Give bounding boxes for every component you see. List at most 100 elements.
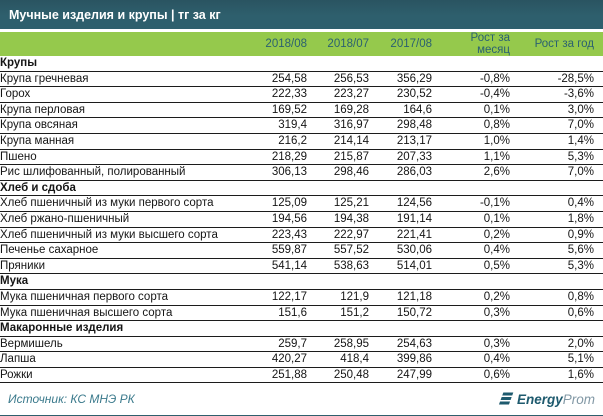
row-value: 418,4 xyxy=(310,351,372,368)
row-value: 0,3% xyxy=(435,336,519,353)
row-value: 213,17 xyxy=(372,133,435,150)
row-value: 223,43 xyxy=(244,227,310,244)
row-value: 2,0% xyxy=(519,336,603,353)
row-label: Хлеб ржано-пшеничный xyxy=(0,211,244,228)
row-value: 169,28 xyxy=(310,102,372,119)
row-value: 5,3% xyxy=(519,258,603,275)
table-row: Рис шлифованный, полированный 306,13 298,4… xyxy=(0,164,603,181)
row-value: 251,88 xyxy=(244,367,310,384)
section-title: Хлеб и сдоба xyxy=(0,180,603,197)
row-value: -0,1% xyxy=(435,195,519,212)
row-value: 3,0% xyxy=(519,102,603,119)
column-header: Рост за год xyxy=(519,32,603,56)
row-value: 122,17 xyxy=(244,289,310,306)
row-value: 514,01 xyxy=(372,258,435,275)
row-value: 150,72 xyxy=(372,305,435,322)
row-value: 557,52 xyxy=(310,242,372,259)
header-empty-cell xyxy=(0,32,244,56)
column-header: 2017/08 xyxy=(372,32,435,56)
table-row: Крупа перловая 169,52 169,28 164,6 0,1% 3,0% xyxy=(0,102,603,119)
table-row: Вермишель 259,7 258,95 254,63 0,3% 2,0% xyxy=(0,336,603,353)
row-value: 215,87 xyxy=(310,149,372,166)
row-value: 194,38 xyxy=(310,211,372,228)
row-value: 306,13 xyxy=(244,164,310,181)
row-value: 0,4% xyxy=(519,195,603,212)
section-title: Крупы xyxy=(0,56,603,72)
row-value: 541,14 xyxy=(244,258,310,275)
section-title: Макаронные изделия xyxy=(0,320,603,337)
row-label: Лапша xyxy=(0,351,244,368)
row-label: Рожки xyxy=(0,367,244,384)
row-value: 399,86 xyxy=(372,351,435,368)
table-row: Мука пшеничная высшего сорта 151,6 151,2 15… xyxy=(0,305,603,322)
column-header: 2018/08 xyxy=(244,32,310,56)
row-value: -3,6% xyxy=(519,86,603,103)
row-value: 221,41 xyxy=(372,227,435,244)
row-value: 286,03 xyxy=(372,164,435,181)
row-value: 0,4% xyxy=(435,242,519,259)
page-title: Мучные изделия и крупы | тг за кг xyxy=(9,8,221,22)
logo-text-light: Prom xyxy=(562,391,595,407)
row-value: 218,29 xyxy=(244,149,310,166)
column-header: 2018/07 xyxy=(310,32,372,56)
row-label: Хлеб пшеничный из муки первого сорта xyxy=(0,195,244,212)
row-value: 247,99 xyxy=(372,367,435,384)
row-value: 420,27 xyxy=(244,351,310,368)
row-label: Крупа гречневая xyxy=(0,71,244,88)
table-row: Горох 222,33 223,27 230,52 -0,4% -3,6% xyxy=(0,86,603,103)
row-value: 316,97 xyxy=(310,117,372,134)
row-value: 223,27 xyxy=(310,86,372,103)
row-value: 230,52 xyxy=(372,86,435,103)
table-row: Лапша 420,27 418,4 399,86 0,4% 5,1% xyxy=(0,351,603,368)
energyprom-wordmark: EnergyProm xyxy=(517,392,595,407)
row-value: 250,48 xyxy=(310,367,372,384)
row-label: Крупа манная xyxy=(0,133,244,150)
row-value: 0,2% xyxy=(435,289,519,306)
section-row: Макаронные изделия xyxy=(0,320,603,337)
row-value: 259,7 xyxy=(244,336,310,353)
row-label: Горох xyxy=(0,86,244,103)
row-value: 207,33 xyxy=(372,149,435,166)
section-row: Крупы xyxy=(0,56,603,72)
row-label: Вермишель xyxy=(0,336,244,353)
row-value: 1,8% xyxy=(519,211,603,228)
title-bar: Мучные изделия и крупы | тг за кг xyxy=(0,0,603,29)
row-value: 125,09 xyxy=(244,195,310,212)
row-value: 7,0% xyxy=(519,117,603,134)
table-row: Пшено 218,29 215,87 207,33 1,1% 5,3% xyxy=(0,149,603,166)
row-value: 151,6 xyxy=(244,305,310,322)
divider xyxy=(0,29,603,32)
column-header: Рост за месяц xyxy=(435,32,519,56)
row-label: Пряники xyxy=(0,258,244,275)
row-value: 5,6% xyxy=(519,242,603,259)
row-label: Печенье сахарное xyxy=(0,242,244,259)
row-value: 356,29 xyxy=(372,71,435,88)
table-row: Хлеб пшеничный из муки высшего сорта 223,… xyxy=(0,227,603,244)
row-value: 0,2% xyxy=(435,227,519,244)
row-value: 216,2 xyxy=(244,133,310,150)
row-value: 5,3% xyxy=(519,149,603,166)
table-row: Мука пшеничная первого сорта 122,17 121,9 1… xyxy=(0,289,603,306)
table-row: Пряники 541,14 538,63 514,01 0,5% 5,3% xyxy=(0,258,603,275)
row-value: 0,4% xyxy=(435,351,519,368)
row-value: 151,2 xyxy=(310,305,372,322)
row-value: 256,53 xyxy=(310,71,372,88)
table-row: Крупа гречневая 254,58 256,53 356,29 -0,8% -2… xyxy=(0,71,603,88)
footer: Источник: КС МНЭ РК EnergyProm xyxy=(0,386,603,412)
table-body: Крупы Крупа гречневая 254,58 256,53 356,29 -0… xyxy=(0,56,603,384)
row-value: 0,8% xyxy=(435,117,519,134)
row-value: 0,9% xyxy=(519,227,603,244)
table-row: Рожки 251,88 250,48 247,99 0,6% 1,6% xyxy=(0,367,603,384)
row-value: 559,87 xyxy=(244,242,310,259)
row-value: 214,14 xyxy=(310,133,372,150)
logo-text-bold: Energy xyxy=(516,391,563,407)
row-value: -0,8% xyxy=(435,71,519,88)
row-value: 191,14 xyxy=(372,211,435,228)
row-value: 258,95 xyxy=(310,336,372,353)
row-value: 1,0% xyxy=(435,133,519,150)
table-row: Крупа манная 216,2 214,14 213,17 1,0% 1,4% xyxy=(0,133,603,150)
price-table: 2018/08 2018/07 2017/08 Рост за месяц Рост з… xyxy=(0,32,603,384)
energyprom-logo: EnergyProm xyxy=(497,392,595,407)
row-label: Крупа овсяная xyxy=(0,117,244,134)
